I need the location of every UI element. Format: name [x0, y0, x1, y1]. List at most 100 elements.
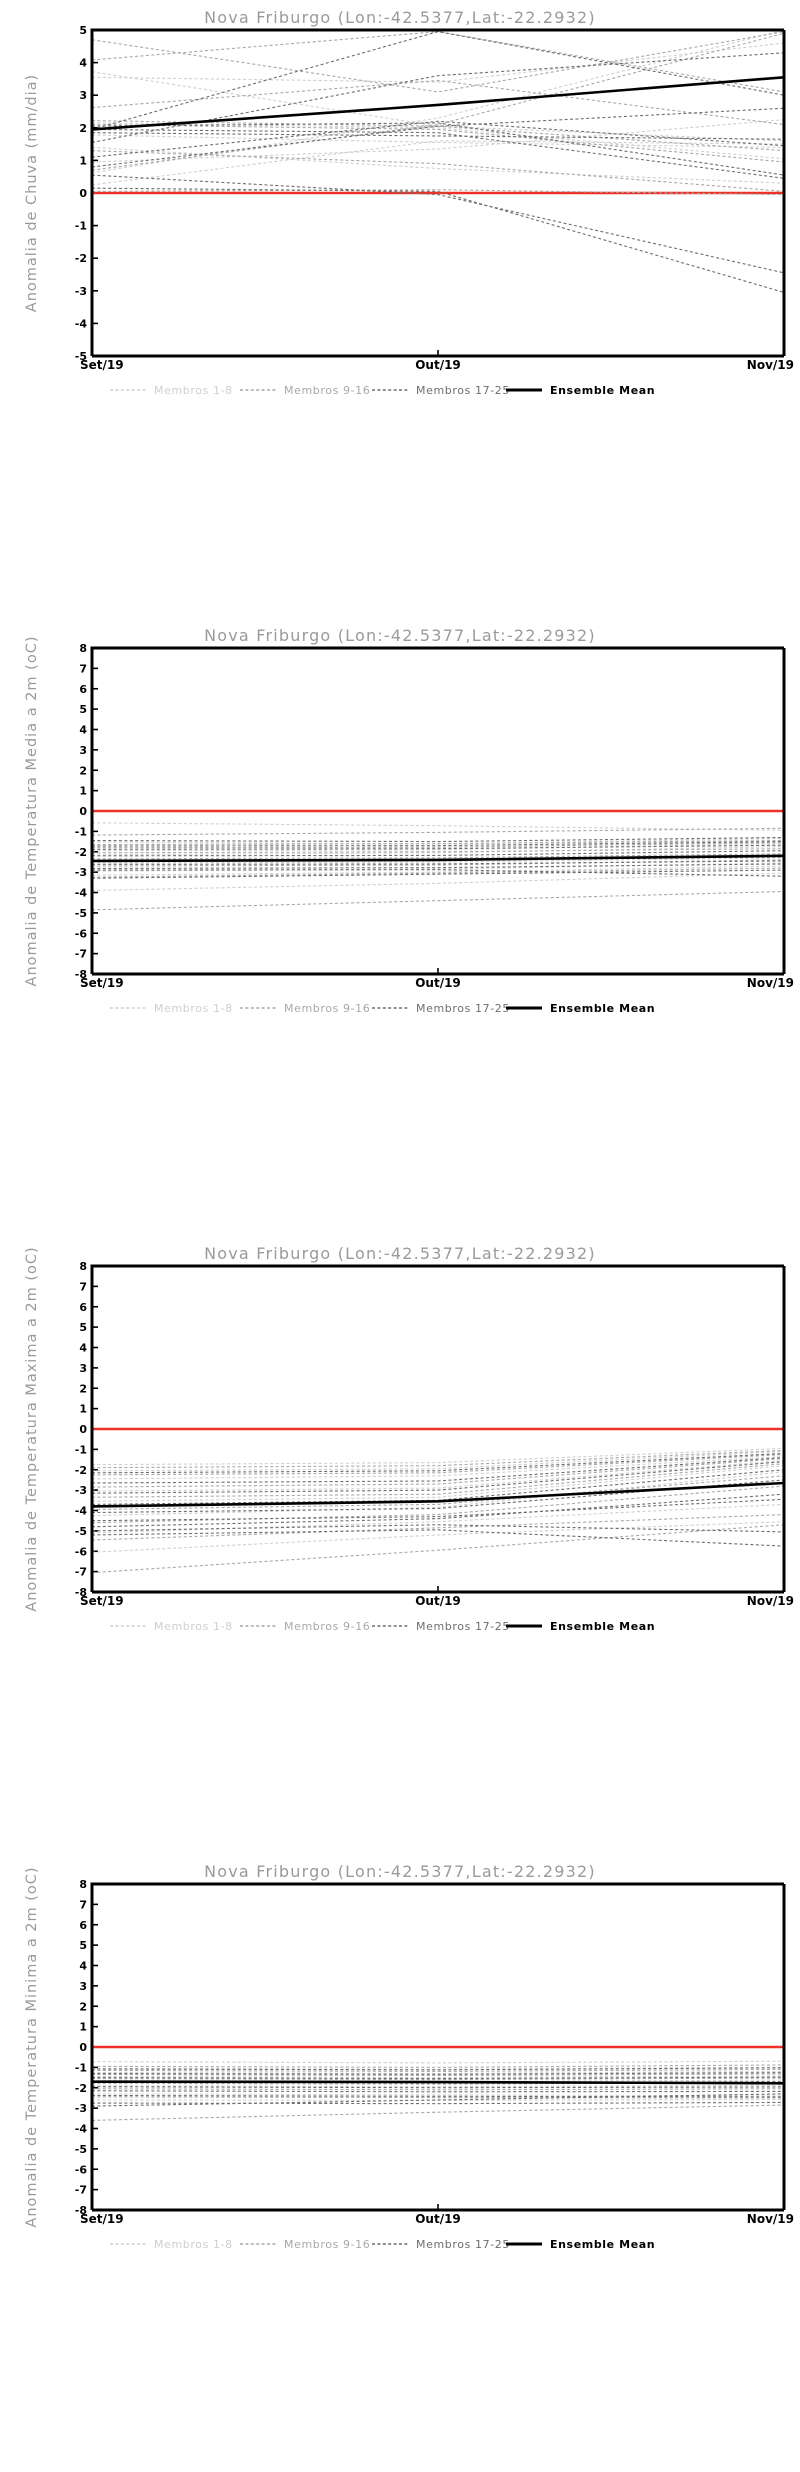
- legend-label-2: Membros 9-16: [284, 1620, 370, 1633]
- series-line: [92, 2068, 784, 2072]
- y-axis-tick-label: 2: [79, 2000, 87, 2013]
- legend-label-2: Membros 9-16: [284, 384, 370, 397]
- y-axis-tick-label: 7: [79, 662, 87, 675]
- series-line: [92, 1447, 784, 1466]
- series-line: [92, 827, 784, 836]
- chart-svg: Anomalia de Temperatura Minima a 2m (oC)…: [24, 1866, 794, 2251]
- series-line: [92, 1460, 784, 1492]
- y-axis-tick-label: 2: [79, 764, 87, 777]
- series-line: [92, 1465, 784, 1502]
- series-line: [92, 1479, 784, 1514]
- y-axis-tick-label: 4: [79, 57, 87, 70]
- series-line: [92, 2094, 784, 2098]
- series-line: [92, 1461, 784, 1494]
- page-title: Nova Friburgo (Lon:-42.5377,Lat:-22.2932…: [204, 626, 596, 645]
- y-axis-tick-label: -4: [75, 2123, 88, 2136]
- y-axis-tick-label: -7: [75, 948, 87, 961]
- series-line: [92, 2093, 784, 2097]
- y-axis-tick-label: 5: [79, 24, 87, 37]
- page-title: Nova Friburgo (Lon:-42.5377,Lat:-22.2932…: [204, 8, 596, 27]
- series-line: [92, 189, 784, 196]
- x-axis-tick-label: Nov/19: [747, 358, 794, 372]
- y-axis-tick-label: 6: [79, 1301, 87, 1314]
- plot-area: Anomalia de Chuva (mm/dia) -5 -4 -3 -2 -1 0 1 2 3…: [0, 0, 800, 618]
- series-line: [92, 1452, 784, 1474]
- y-axis-tick-label: 1: [79, 785, 87, 798]
- series-line: [92, 2080, 784, 2085]
- series-line: [92, 120, 784, 158]
- y-axis-tick-label: -2: [75, 1464, 87, 1477]
- y-axis-tick-label: -2: [75, 2082, 87, 2095]
- page-title: Nova Friburgo (Lon:-42.5377,Lat:-22.2932…: [204, 1244, 596, 1263]
- y-axis-label: Anomalia de Temperatura Maxima a 2m (oC): [24, 1246, 40, 1611]
- series-line: [92, 1514, 784, 1541]
- y-axis-tick-label: -5: [75, 350, 87, 363]
- y-axis-tick-label: 1: [79, 2021, 87, 2034]
- x-axis-tick-label: Set/19: [80, 358, 124, 372]
- y-axis-tick-label: -3: [75, 866, 87, 879]
- y-axis-tick-label: 8: [79, 1878, 87, 1891]
- series-line: [92, 1481, 784, 1508]
- series-line: [92, 1449, 784, 1469]
- chart-svg: Anomalia de Temperatura Maxima a 2m (oC)…: [24, 1246, 794, 1633]
- series-line: [92, 1529, 784, 1547]
- y-axis-tick-label: 4: [79, 724, 87, 737]
- series-line: [92, 846, 784, 856]
- y-axis-tick-label: 7: [79, 1280, 87, 1293]
- series-line: [92, 2086, 784, 2089]
- chart-panel: Nova Friburgo (Lon:-42.5377,Lat:-22.2932…: [0, 0, 800, 618]
- y-axis-tick-label: 1: [79, 1403, 87, 1416]
- y-axis-tick-label: -8: [75, 2204, 87, 2217]
- series-line: [92, 841, 784, 847]
- chart-panel: Nova Friburgo (Lon:-42.5377,Lat:-22.2932…: [0, 618, 800, 1236]
- y-axis-tick-label: 4: [79, 1342, 87, 1355]
- series-line: [92, 1475, 784, 1511]
- series-line: [92, 848, 784, 854]
- legend-label-1: Membros 1-8: [154, 1620, 233, 1633]
- legend-label-1: Membros 1-8: [154, 384, 233, 397]
- series-line: [92, 854, 784, 863]
- series-line: [92, 128, 784, 179]
- series-line: [92, 119, 784, 163]
- series-line: [92, 2075, 784, 2079]
- series-line: [92, 1453, 784, 1476]
- series-line: [92, 2076, 784, 2080]
- y-axis-tick-label: -5: [75, 1525, 87, 1538]
- series-line: [92, 134, 784, 148]
- series-line: [92, 1450, 784, 1472]
- x-axis-tick-label: Out/19: [415, 358, 461, 372]
- y-axis-label: Anomalia de Chuva (mm/dia): [24, 74, 40, 312]
- series-line: [92, 32, 784, 171]
- y-axis-tick-label: -1: [75, 2061, 87, 2074]
- x-axis-tick-label: Set/19: [80, 2212, 124, 2226]
- series-line: [92, 869, 784, 879]
- series-group: [92, 30, 784, 293]
- series-line: [92, 2064, 784, 2068]
- y-axis-tick-label: -7: [75, 1566, 87, 1579]
- series-line: [92, 1463, 784, 1498]
- series-line: [92, 844, 784, 850]
- y-axis-tick-label: 5: [79, 703, 87, 716]
- series-line: [92, 1457, 784, 1488]
- series-line: [92, 52, 784, 144]
- series-line: [92, 1456, 784, 1484]
- series-line: [92, 174, 784, 274]
- x-axis-tick-label: Out/19: [415, 1594, 461, 1608]
- series-line: [92, 2067, 784, 2071]
- series-line: [92, 865, 784, 876]
- series-group: [92, 809, 784, 911]
- y-axis-tick-label: 2: [79, 1382, 87, 1395]
- y-axis-tick-label: -2: [75, 846, 87, 859]
- series-line: [92, 2104, 784, 2121]
- series-line: [92, 2077, 784, 2081]
- y-axis-tick-label: 2: [79, 122, 87, 135]
- series-line: [92, 187, 784, 293]
- series-line: [92, 107, 784, 168]
- plot-frame: [90, 28, 784, 356]
- y-axis-tick-label: 6: [79, 683, 87, 696]
- plot-frame: [90, 1264, 784, 1592]
- series-line: [92, 31, 784, 93]
- series-line: [92, 1485, 784, 1524]
- y-axis-tick-label: -5: [75, 907, 87, 920]
- series-line: [92, 122, 784, 176]
